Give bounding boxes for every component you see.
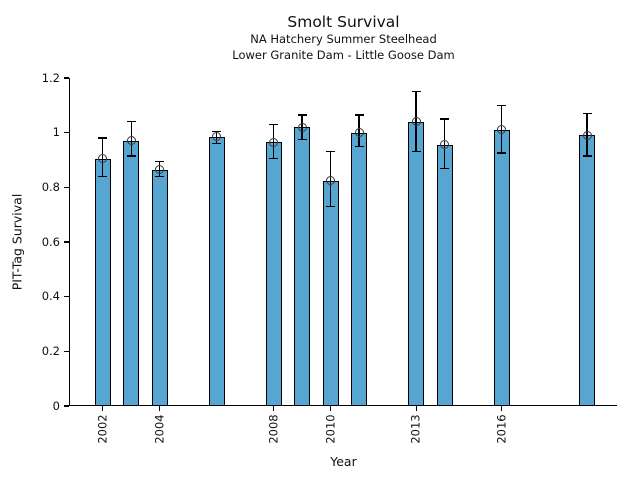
y-tick-label-0.4: 0.4 — [41, 289, 60, 304]
x-axis-label: Year — [330, 454, 357, 469]
error-cap-upper-2010 — [326, 151, 336, 153]
bar-2014 — [436, 144, 453, 406]
marker-2006 — [212, 132, 222, 142]
x-tick-2008 — [273, 406, 275, 411]
x-tick-label-2004: 2004 — [152, 414, 167, 444]
error-cap-lower-2010 — [326, 205, 336, 208]
bar-2003 — [123, 140, 140, 406]
bar-2004 — [151, 169, 168, 406]
marker-2016 — [497, 125, 507, 135]
y-tick-label-1: 1 — [52, 125, 60, 140]
x-tick-2002 — [102, 406, 104, 411]
error-cap-lower-2002 — [98, 175, 108, 178]
y-tick-1 — [64, 132, 69, 134]
error-cap-lower-2008 — [269, 157, 279, 160]
marker-2009 — [297, 122, 307, 132]
y-tick-label-0.2: 0.2 — [41, 343, 60, 358]
bar-2013 — [408, 121, 425, 406]
error-cap-upper-2004 — [155, 160, 165, 163]
bar-2006 — [208, 136, 225, 406]
y-tick-1.2 — [64, 77, 69, 79]
marker-2014 — [440, 140, 450, 150]
x-tick-2013 — [415, 406, 417, 411]
marker-2008 — [269, 137, 279, 147]
y-tick-0.8 — [64, 186, 69, 188]
error-cap-lower-2013 — [411, 151, 421, 153]
x-tick-label-2002: 2002 — [95, 414, 110, 444]
error-cap-upper-2003 — [126, 121, 136, 123]
error-cap-upper-2009 — [297, 114, 307, 116]
error-cap-upper-2002 — [98, 137, 108, 139]
marker-2003 — [126, 136, 136, 146]
y-tick-label-0.8: 0.8 — [41, 179, 60, 194]
error-cap-upper-2019 — [582, 112, 592, 115]
x-tick-2010 — [330, 406, 332, 411]
bar-2019 — [579, 135, 596, 406]
x-tick-2004 — [159, 406, 161, 411]
y-tick-label-0.6: 0.6 — [41, 234, 60, 249]
marker-2011 — [354, 128, 364, 138]
marker-2004 — [155, 165, 165, 175]
error-cap-lower-2019 — [582, 155, 592, 157]
x-tick-label-2013: 2013 — [408, 414, 423, 444]
bar-2010 — [322, 180, 339, 406]
error-cap-lower-2003 — [126, 155, 136, 157]
chart-title: Smolt Survival — [287, 13, 400, 31]
bar-2002 — [94, 158, 111, 406]
marker-2002 — [98, 154, 108, 164]
error-cap-lower-2014 — [440, 167, 450, 169]
error-cap-upper-2016 — [497, 104, 507, 107]
error-cap-upper-2014 — [440, 118, 450, 120]
error-cap-lower-2016 — [497, 152, 507, 154]
y-tick-0.2 — [64, 350, 69, 352]
y-tick-0.4 — [64, 296, 69, 298]
y-tick-label-0: 0 — [52, 398, 60, 413]
x-tick-2016 — [501, 406, 503, 411]
error-cap-upper-2008 — [269, 123, 279, 126]
x-tick-label-2010: 2010 — [323, 414, 338, 444]
chart-subtitle-2: Lower Granite Dam - Little Goose Dam — [232, 48, 455, 62]
y-tick-0 — [64, 405, 69, 407]
error-cap-upper-2013 — [411, 90, 421, 93]
bar-2011 — [351, 132, 368, 406]
marker-2010 — [326, 176, 336, 185]
marker-2013 — [411, 117, 421, 127]
bar-2008 — [265, 142, 282, 406]
error-cap-lower-2011 — [354, 145, 364, 148]
error-cap-lower-2009 — [297, 138, 307, 141]
bar-2016 — [493, 129, 510, 406]
bar-2009 — [294, 127, 311, 406]
y-tick-0.6 — [64, 241, 69, 243]
y-axis-label: PIT-Tag Survival — [9, 193, 25, 291]
error-cap-upper-2011 — [354, 114, 364, 116]
x-tick-label-2016: 2016 — [494, 414, 509, 444]
error-cap-lower-2006 — [212, 142, 222, 145]
error-cap-lower-2004 — [155, 175, 165, 178]
marker-2019 — [582, 130, 592, 140]
plot-area — [69, 78, 617, 406]
x-tick-label-2008: 2008 — [266, 414, 281, 444]
chart-subtitle-1: NA Hatchery Summer Steelhead — [250, 32, 437, 46]
y-tick-label-1.2: 1.2 — [41, 70, 60, 85]
error-cap-upper-2006 — [212, 130, 222, 132]
